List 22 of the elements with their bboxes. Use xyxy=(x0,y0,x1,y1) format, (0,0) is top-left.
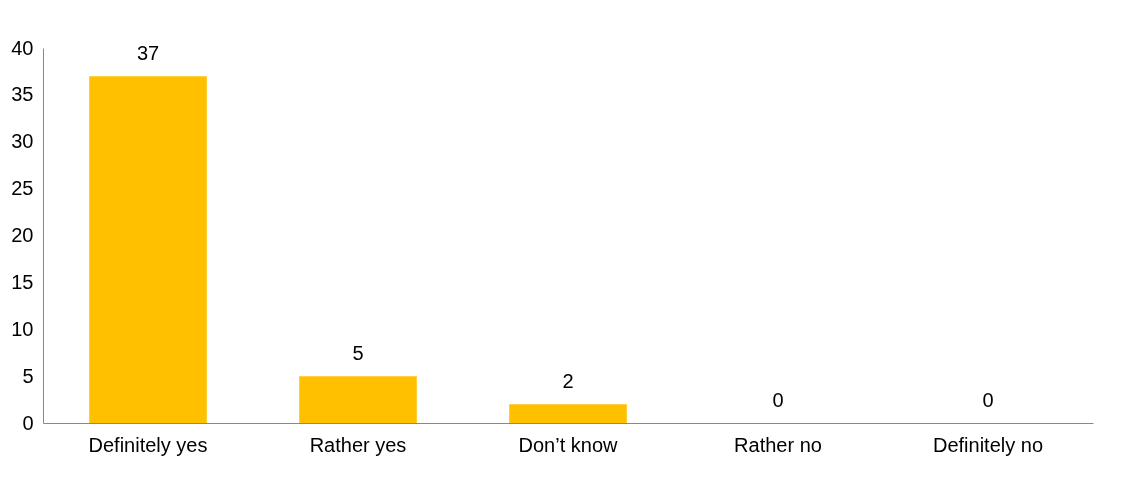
x-tick-label: Rather no xyxy=(734,433,822,456)
y-tick-label: 25 xyxy=(11,177,34,200)
data-label: 37 xyxy=(136,42,160,65)
y-tick-label: 40 xyxy=(11,36,34,59)
bar xyxy=(509,404,627,423)
y-tick-label: 5 xyxy=(22,364,34,387)
y-tick-label: 10 xyxy=(11,317,34,340)
data-label: 0 xyxy=(772,389,784,411)
y-tick-label: 30 xyxy=(11,130,34,153)
x-tick-label: Definitely yes xyxy=(88,433,208,456)
y-tick-label: 20 xyxy=(11,224,34,246)
y-tick-label: 15 xyxy=(11,270,34,293)
x-tick-label: Don’t know xyxy=(518,433,619,456)
y-tick-label: 35 xyxy=(11,83,34,106)
x-tick-label: Rather yes xyxy=(309,433,407,456)
data-label: 0 xyxy=(982,389,994,411)
x-tick-label: Definitely no xyxy=(932,433,1044,456)
data-label: 2 xyxy=(562,370,574,393)
y-tick-label: 0 xyxy=(22,411,34,434)
bar xyxy=(299,376,417,423)
data-label: 5 xyxy=(352,342,364,365)
bar xyxy=(89,76,207,423)
